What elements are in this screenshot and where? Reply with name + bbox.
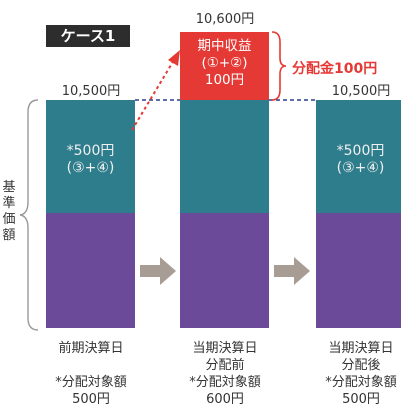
axis-char: 額 [2, 228, 16, 243]
bar3-dist-target: *分配対象額 [325, 375, 397, 390]
bar1-amount: *500円 [66, 143, 115, 159]
bar2-income-components: (①+②) [201, 55, 248, 71]
bar2-dist-amount: 600円 [206, 392, 244, 407]
bar3-caption: 当期決算日 分配後 *分配対象額 500円 [306, 340, 401, 408]
bar3-components: (③+④) [336, 160, 385, 176]
bar3-dist-amount: 500円 [342, 392, 380, 407]
bar3-top-segment [316, 100, 401, 213]
level-line [135, 99, 316, 101]
base-value-axis-label: 基 準 価 額 [0, 180, 18, 244]
bar2-date: 当期決算日 [192, 341, 258, 356]
bar1-spacer [36, 357, 146, 374]
bar3-date: 当期決算日 [328, 341, 394, 356]
bar2-income-segment [180, 32, 269, 100]
bar3-top-text: *500円 (③+④) [316, 143, 401, 177]
bar1-dist-target: *分配対象額 [55, 375, 127, 390]
bar1-dist-amount: 500円 [72, 392, 110, 407]
bar1-price-label: 10,500円 [61, 84, 121, 99]
bar3-amount: *500円 [336, 143, 385, 159]
bar1-top-segment [46, 100, 135, 213]
axis-char: 基 [2, 180, 16, 195]
bar2-bottom-segment [180, 213, 269, 328]
bar2-price-label: 10,600円 [195, 12, 255, 27]
distribution-bracket [271, 31, 287, 101]
distribution-label: 分配金100円 [292, 61, 378, 77]
bar1-bottom-segment [46, 213, 135, 328]
bar1-caption: 前期決算日 *分配対象額 500円 [36, 340, 146, 408]
bar1-components: (③+④) [66, 160, 115, 176]
bar2-dist-target: *分配対象額 [189, 375, 261, 390]
bar2-income-amount: 100円 [204, 72, 245, 88]
arrow-right-icon [140, 257, 176, 285]
axis-char: 価 [2, 212, 16, 227]
brace [19, 99, 39, 331]
arrow-right-icon [274, 257, 310, 285]
bar2-top-segment [180, 100, 269, 213]
bar1-top-text: *500円 (③+④) [46, 143, 135, 177]
bar2-income-text: 期中収益 (①+②) 100円 [180, 38, 269, 89]
income-arrow [131, 50, 180, 131]
bar2-caption: 当期決算日 分配前 *分配対象額 600円 [170, 340, 280, 408]
bar2-timing: 分配前 [205, 358, 245, 373]
bar3-bottom-segment [316, 213, 401, 328]
axis-char: 準 [2, 196, 16, 211]
bar1-date: 前期決算日 [58, 341, 124, 356]
case-label: ケース1 [46, 25, 130, 47]
bar3-timing: 分配後 [341, 358, 381, 373]
bar2-income-label: 期中収益 [197, 38, 252, 54]
bar3-price-label: 10,500円 [331, 84, 391, 99]
